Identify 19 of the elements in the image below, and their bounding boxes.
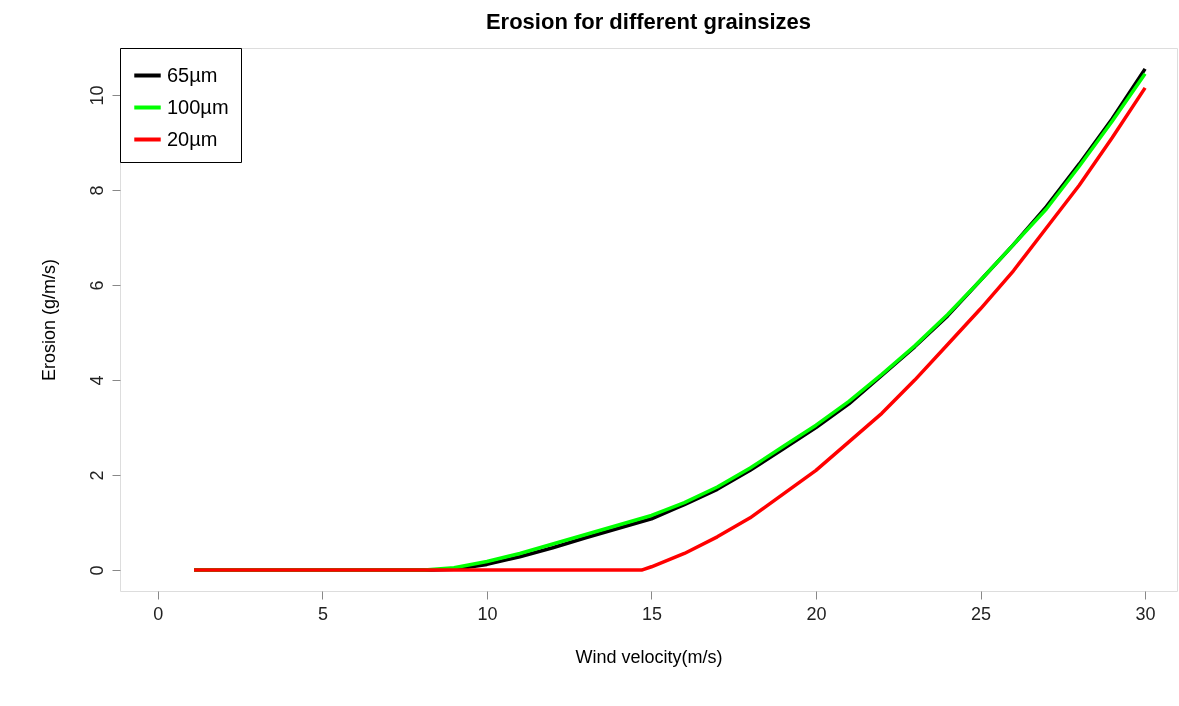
y-tick-label: 8 [86,185,107,196]
x-tick-label: 15 [641,603,662,624]
y-axis-title: Erosion (g/m/s) [38,258,59,382]
y-tick-label: 2 [86,470,107,481]
y-tick-label: 0 [86,565,107,576]
x-tick-label: 5 [317,603,328,624]
legend-label: 65µm [167,63,218,86]
x-tick-label: 30 [1135,603,1156,624]
y-tick-label: 4 [86,375,107,386]
y-tick-label: 6 [86,280,107,291]
x-tick-label: 25 [971,603,992,624]
x-tick-label: 10 [477,603,498,624]
legend-label: 20µm [167,127,218,150]
legend-label: 100µm [167,95,229,118]
x-axis-title: Wind velocity(m/s) [575,646,723,667]
x-tick-label: 20 [806,603,827,624]
x-tick-label: 0 [153,603,164,624]
y-tick-label: 10 [86,85,107,106]
chart-title: Erosion for different grainsizes [485,8,812,34]
